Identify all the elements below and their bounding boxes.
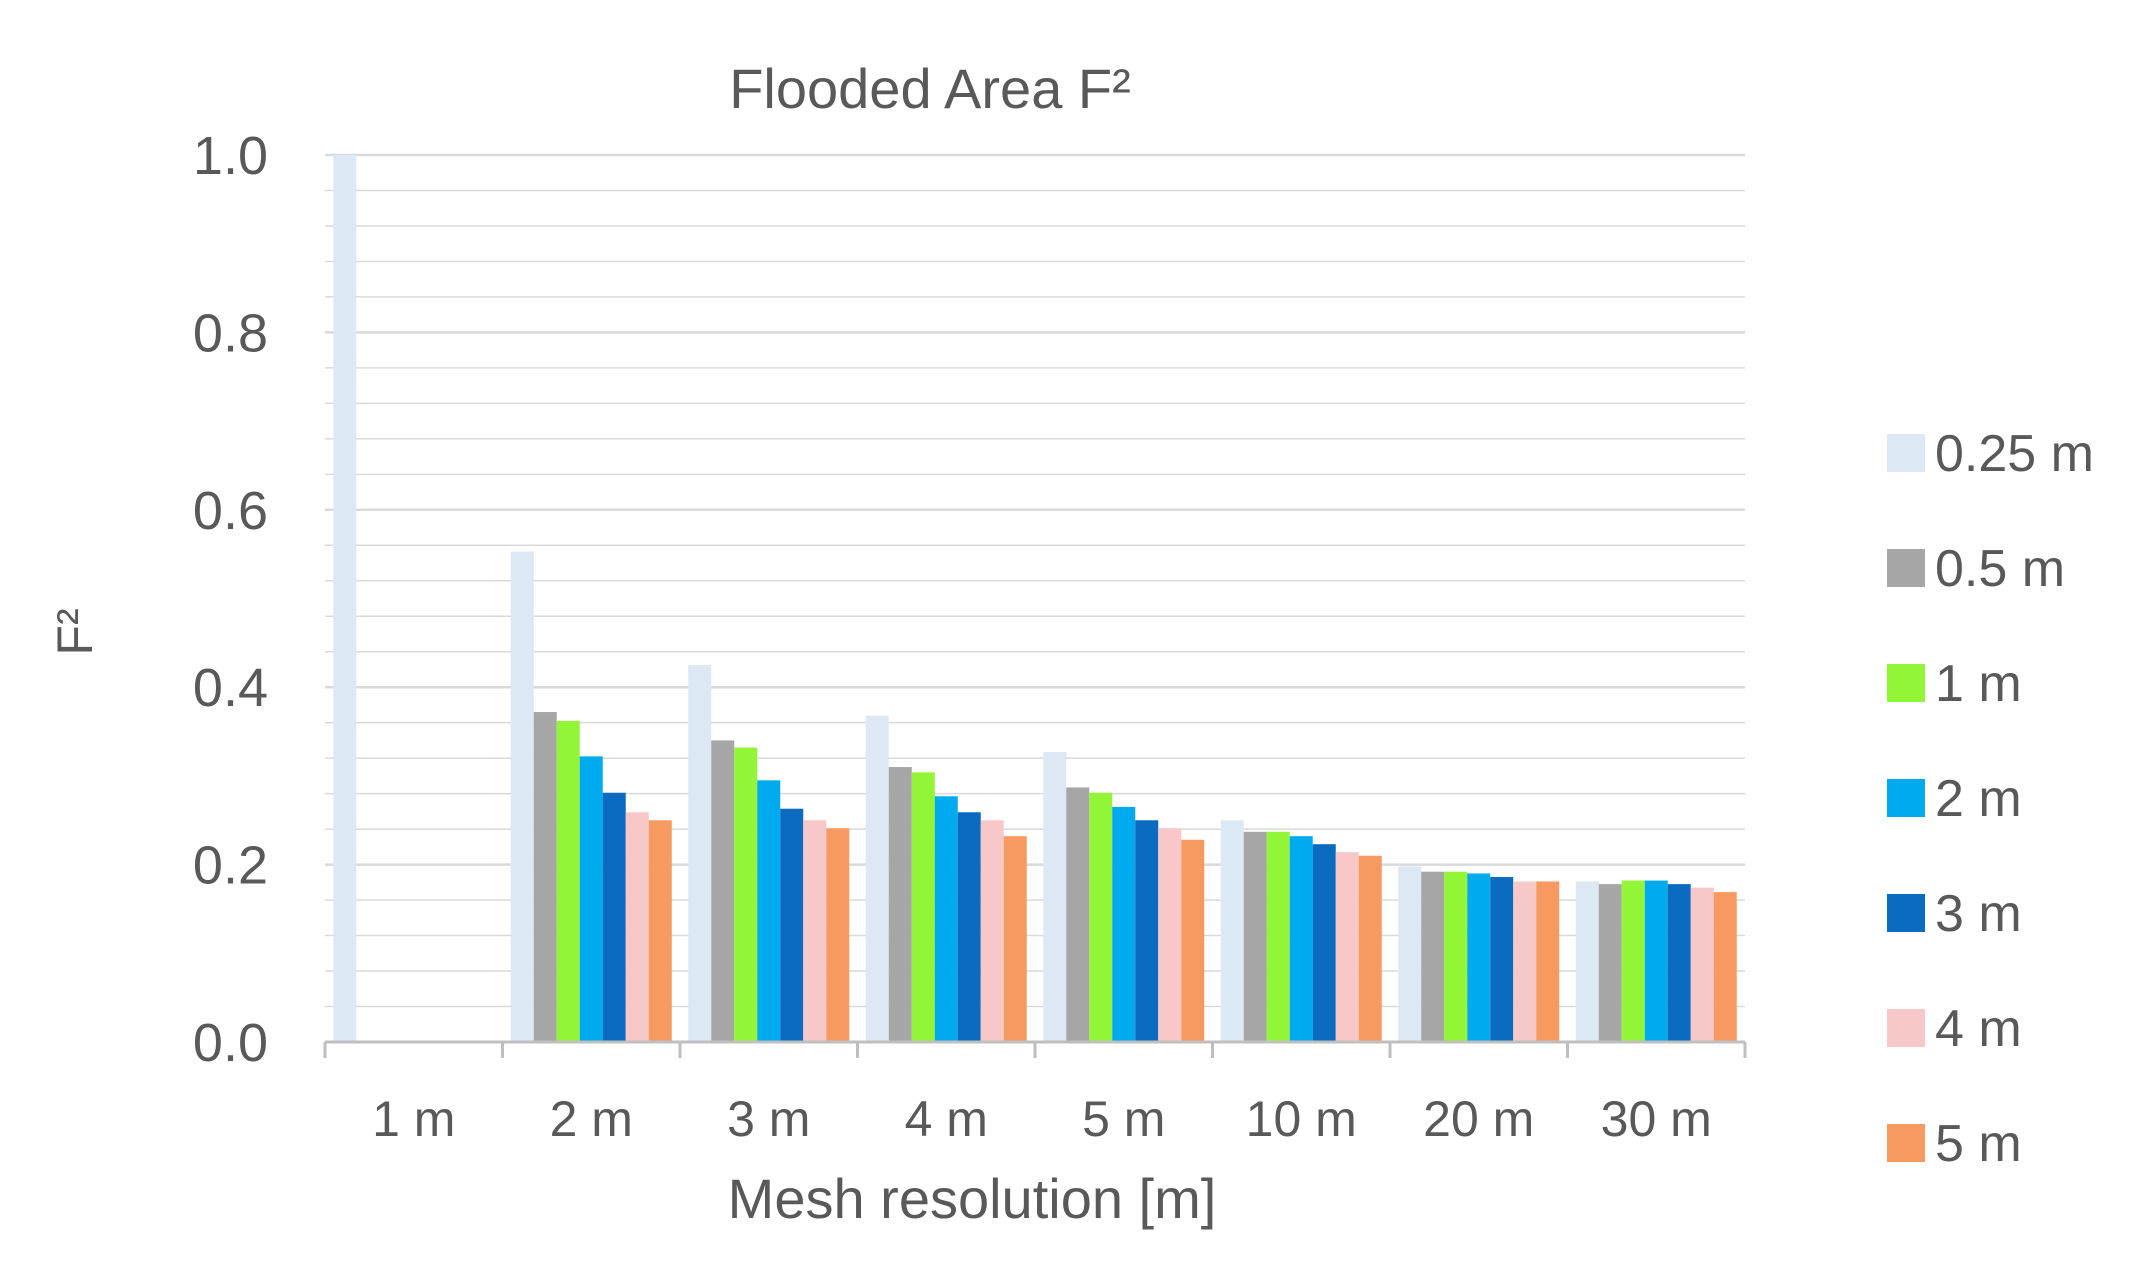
- x-tick-label: 3 m: [727, 1091, 810, 1147]
- bar: [648, 820, 672, 1042]
- bar: [1003, 836, 1027, 1042]
- x-axis: [323, 1040, 1747, 1058]
- x-axis-ticks: 1 m 2 m 3 m 4 m 5 m 10 m 20 m 30 m: [372, 1091, 1712, 1147]
- bar: [1335, 852, 1359, 1042]
- bar: [533, 712, 557, 1042]
- x-tick-label: 5 m: [1082, 1091, 1165, 1147]
- x-axis-label: Mesh resolution [m]: [728, 1167, 1217, 1230]
- bar: [1158, 828, 1182, 1042]
- chart-title: Flooded Area F²: [729, 57, 1131, 120]
- legend-label: 5 m: [1935, 1115, 2022, 1173]
- bar: [1358, 855, 1382, 1042]
- x-tick-label: 30 m: [1601, 1091, 1712, 1147]
- bar: [1181, 839, 1205, 1042]
- legend-swatch: [1887, 894, 1925, 932]
- bar: [957, 812, 981, 1042]
- bar: [711, 740, 735, 1042]
- bar: [1598, 884, 1622, 1042]
- bar: [579, 756, 603, 1042]
- bar: [1043, 751, 1067, 1042]
- bar: [1289, 836, 1313, 1042]
- bar: [803, 820, 827, 1042]
- y-tick-label: 1.0: [193, 126, 268, 186]
- bar: [1421, 871, 1445, 1042]
- y-axis-ticks: 0.0 0.2 0.4 0.6 0.8 1.0: [193, 126, 268, 1073]
- y-tick-label: 0.0: [193, 1013, 268, 1073]
- y-axis-label: F²: [47, 608, 103, 655]
- bar: [980, 820, 1004, 1042]
- bar: [1713, 892, 1737, 1042]
- legend-swatch: [1887, 664, 1925, 702]
- bar: [1112, 806, 1136, 1042]
- bar: [1513, 881, 1537, 1042]
- bar: [1621, 880, 1645, 1042]
- legend-label: 4 m: [1935, 1000, 2022, 1058]
- legend-label: 0.5 m: [1935, 540, 2065, 598]
- bar: [1575, 881, 1599, 1042]
- bar: [688, 665, 712, 1042]
- legend-label: 1 m: [1935, 655, 2022, 713]
- bar: [1312, 844, 1336, 1042]
- bars: [333, 155, 1737, 1042]
- bar: [1220, 820, 1244, 1042]
- x-tick-label: 10 m: [1246, 1091, 1357, 1147]
- bar: [1398, 866, 1422, 1042]
- bar: [734, 747, 758, 1042]
- legend-label: 0.25 m: [1935, 425, 2094, 483]
- legend: 0.25 m 0.5 m 1 m 2 m 3 m 4 m 5 m: [1887, 425, 2094, 1173]
- bar: [556, 720, 580, 1042]
- bar: [934, 796, 958, 1042]
- legend-label: 3 m: [1935, 885, 2022, 943]
- legend-swatch: [1887, 1009, 1925, 1047]
- y-tick-label: 0.8: [193, 303, 268, 363]
- legend-swatch: [1887, 1124, 1925, 1162]
- bar: [602, 792, 626, 1042]
- x-tick-label: 2 m: [550, 1091, 633, 1147]
- legend-swatch: [1887, 549, 1925, 587]
- bar: [333, 155, 357, 1042]
- x-tick-label: 20 m: [1423, 1091, 1534, 1147]
- x-tick-label: 4 m: [905, 1091, 988, 1147]
- bar: [888, 767, 912, 1042]
- legend-swatch: [1887, 434, 1925, 472]
- bar: [1644, 880, 1668, 1042]
- bar: [1066, 787, 1090, 1042]
- bar: [1444, 871, 1468, 1042]
- x-tick-label: 1 m: [372, 1091, 455, 1147]
- bar: [826, 828, 850, 1042]
- bar: [1266, 831, 1290, 1042]
- bar: [1667, 884, 1691, 1042]
- bar: [780, 808, 804, 1042]
- bar: [510, 551, 534, 1042]
- bar: [1490, 877, 1514, 1042]
- bar: [625, 812, 649, 1042]
- y-tick-label: 0.6: [193, 481, 268, 541]
- bar: [865, 715, 889, 1042]
- bar: [1243, 831, 1267, 1042]
- bar: [757, 780, 781, 1042]
- y-tick-label: 0.2: [193, 836, 268, 896]
- legend-label: 2 m: [1935, 770, 2022, 828]
- legend-swatch: [1887, 779, 1925, 817]
- bar: [1089, 792, 1113, 1042]
- bar: [1536, 881, 1560, 1042]
- bar: [911, 772, 935, 1042]
- bar: [1467, 873, 1491, 1042]
- bar: [1135, 820, 1159, 1042]
- y-tick-label: 0.4: [193, 658, 268, 718]
- bar: [1690, 887, 1714, 1042]
